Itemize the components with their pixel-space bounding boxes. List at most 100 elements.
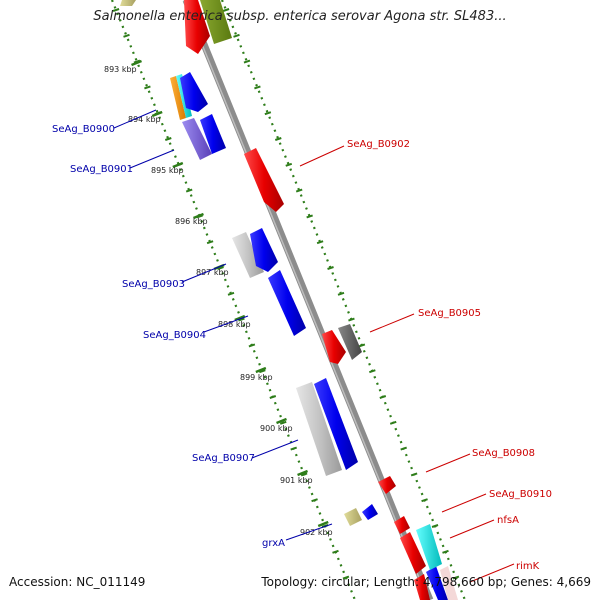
leader-rimK — [469, 563, 515, 583]
label-seag-b0903: SeAg_B0903 — [122, 279, 185, 290]
minor-tick — [144, 85, 151, 90]
gene-bottom-light — [440, 566, 458, 600]
minor-tick — [222, 8, 230, 12]
leader-seag-b0907 — [251, 439, 299, 459]
leader-seag-b0905 — [369, 313, 415, 333]
leader-grxA — [285, 523, 333, 541]
label-seag-b0910: SeAg_B0910 — [489, 489, 552, 500]
major-tick — [234, 314, 246, 322]
reverse-gene-labels: SeAg_B0900 SeAg_B0901 SeAg_B0903 SeAg_B0… — [52, 109, 333, 549]
outer-ring-right — [220, 0, 467, 600]
reverse-strand-genes — [120, 0, 448, 600]
gene-seag-b0907 — [314, 378, 358, 470]
minor-tick — [295, 188, 303, 193]
genome-backbone — [182, 0, 434, 600]
minor-tick — [233, 33, 240, 38]
label-seag-b0908: SeAg_B0908 — [472, 448, 535, 459]
label-seag-b0907: SeAg_B0907 — [192, 453, 255, 464]
tick-label-900: 900 kbp — [260, 424, 293, 433]
minor-tick — [452, 575, 460, 580]
tick-label-899: 899 kbp — [240, 373, 273, 382]
minor-tick — [400, 446, 407, 451]
gene-purple — [182, 118, 212, 160]
minor-tick — [342, 575, 350, 580]
gene-olive-top — [120, 0, 136, 6]
minor-tick — [217, 266, 224, 270]
minor-tick — [358, 343, 366, 348]
tick-label-898: 898 kbp — [218, 320, 251, 329]
leader-seag-b0903 — [181, 263, 227, 283]
minor-tick — [332, 549, 339, 554]
minor-tick — [112, 8, 120, 12]
gene-seag-b0910 — [394, 516, 410, 534]
minor-tick — [254, 85, 261, 90]
minor-tick — [311, 498, 318, 503]
accession-text: Accession: NC_011149 — [9, 575, 146, 589]
gene-grxA — [362, 504, 378, 520]
minor-tick — [337, 291, 345, 296]
tick-label-895: 895 kbp — [151, 166, 184, 175]
major-tick — [297, 469, 309, 477]
leader-seag-b0904 — [203, 315, 249, 333]
gene-seag-b0905-grey — [338, 324, 362, 360]
minor-tick — [164, 137, 172, 141]
minor-tick — [185, 188, 193, 193]
gene-rimK — [414, 574, 430, 600]
label-seag-b0905: SeAg_B0905 — [418, 308, 481, 319]
minor-tick — [300, 472, 308, 477]
gene-seag-b0903 — [250, 228, 278, 272]
major-tick — [317, 520, 329, 528]
tick-label-902: 902 kbp — [300, 528, 333, 537]
forward-gene-labels: SeAg_B0902 SeAg_B0905 SeAg_B0908 SeAg_B0… — [299, 139, 552, 583]
label-grxA: grxA — [262, 538, 285, 549]
major-tick — [172, 161, 184, 169]
label-nfsA: nfsA — [497, 515, 519, 526]
gene-grxA-olive — [344, 508, 362, 526]
label-seag-b0900: SeAg_B0900 — [52, 124, 115, 135]
gene-seag-b0900 — [180, 72, 208, 112]
leader-seag-b0902 — [299, 145, 345, 167]
minor-tick — [379, 395, 387, 399]
minor-tick — [123, 33, 130, 38]
gene-seag-b0904 — [268, 270, 306, 336]
minor-tick — [238, 317, 245, 322]
topology-text: Topology: circular; Length: 4,798,660 bp… — [261, 575, 591, 589]
label-seag-b0901: SeAg_B0901 — [70, 164, 133, 175]
forward-strand-genes — [184, 0, 458, 600]
minor-tick — [264, 111, 272, 116]
gene-bottom-blue — [426, 566, 448, 600]
outer-ring-left — [110, 0, 357, 600]
major-tick — [151, 110, 163, 118]
tick-label-893: 893 kbp — [104, 65, 137, 74]
leader-seag-b0900 — [113, 109, 157, 129]
minor-tick — [248, 343, 256, 348]
gene-grey-b0903 — [232, 232, 264, 278]
minor-tick — [285, 162, 293, 167]
minor-tick — [269, 395, 277, 399]
gene-green-top — [200, 0, 232, 44]
minor-tick — [227, 291, 235, 296]
gene-nfsA-cyan — [416, 524, 442, 570]
minor-tick — [279, 420, 287, 425]
label-seag-b0902: SeAg_B0902 — [347, 139, 410, 150]
minor-tick — [421, 498, 428, 503]
gene-seag-b0905 — [322, 330, 346, 364]
tick-label-896: 896 kbp — [175, 217, 208, 226]
leader-seag-b0901 — [129, 149, 175, 169]
major-tick — [131, 59, 142, 67]
minor-tick — [306, 214, 313, 219]
gene-orange — [170, 76, 186, 120]
map-title: Salmonella enterica subsp. enterica sero… — [93, 9, 507, 24]
gene-seag-b0908 — [378, 476, 396, 494]
major-tick — [255, 366, 267, 374]
major-tick — [276, 417, 287, 425]
label-rimK: rimK — [516, 561, 540, 572]
leader-nfsA — [449, 519, 495, 539]
minor-tick — [442, 549, 449, 554]
minor-tick — [274, 137, 282, 141]
gene-seag-b0902 — [244, 148, 284, 212]
gene-nfsA — [400, 532, 426, 574]
minor-tick — [316, 240, 324, 245]
minor-tick — [206, 240, 214, 245]
major-tick — [193, 212, 204, 220]
